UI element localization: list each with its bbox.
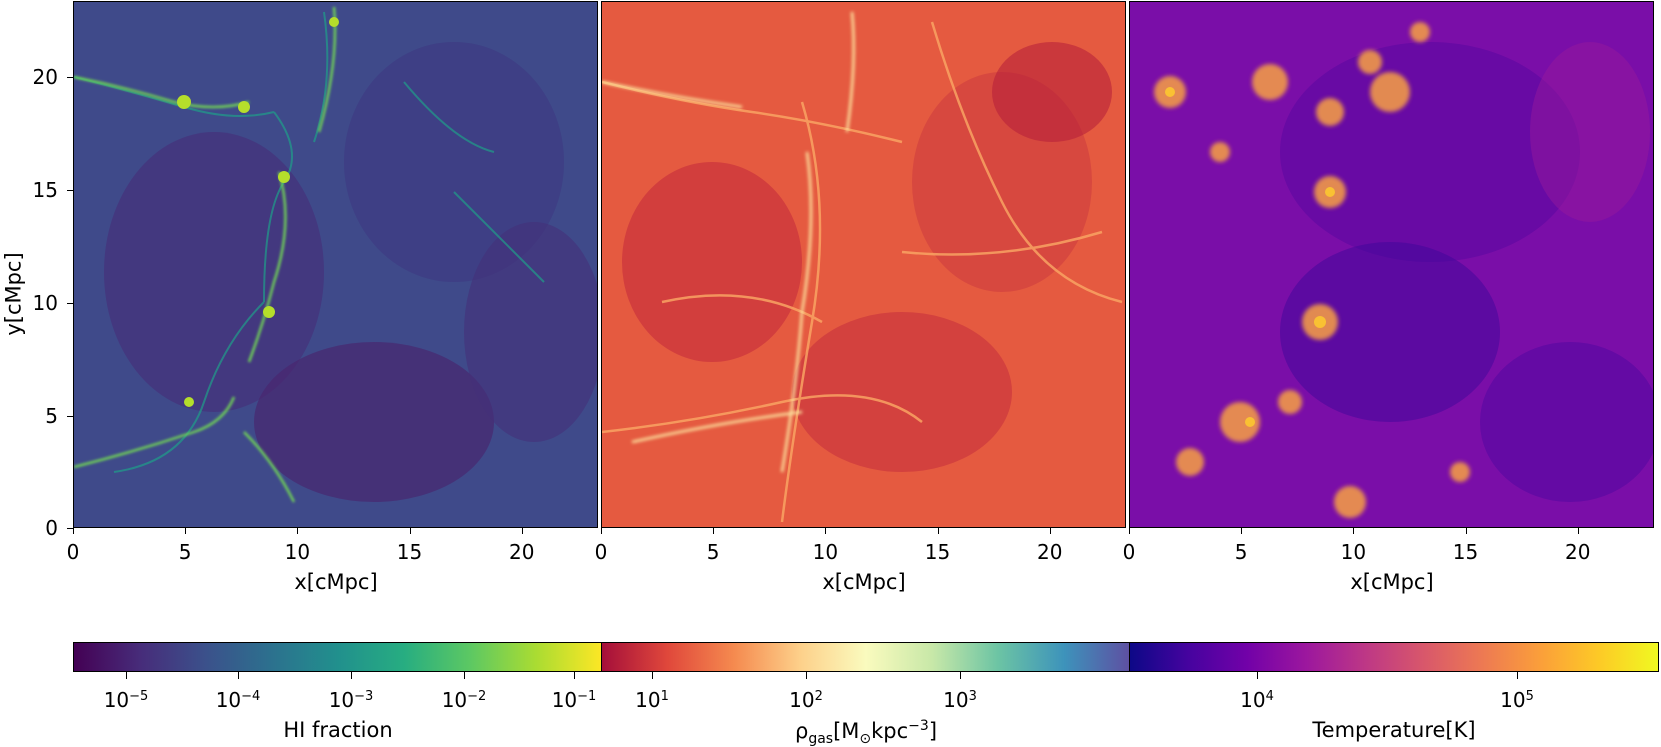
x-tick-label: 20 <box>1036 540 1063 564</box>
x-tick-label: 5 <box>178 540 192 564</box>
colorbar-tick-label: 10−4 <box>215 688 261 712</box>
x-tick-mark <box>1241 528 1243 534</box>
x-tick-mark <box>185 528 187 534</box>
x-tick-label: 0 <box>1122 540 1136 564</box>
colorbar-tick-mark <box>1257 672 1258 679</box>
colorbar-tick-label: 10−1 <box>551 688 597 712</box>
colorbar-tick-label: 105 <box>1500 688 1534 712</box>
x-axis-label: x[cMpc] <box>822 570 906 594</box>
x-tick-label: 15 <box>924 540 951 564</box>
x-tick-mark <box>1353 528 1355 534</box>
x-tick-label: 5 <box>706 540 720 564</box>
y-axis-label: y[cMpc] <box>1 252 26 336</box>
colorbar-tick-mark <box>126 672 127 679</box>
colorbar-tick-mark <box>960 672 961 679</box>
x-tick-mark <box>1577 528 1579 534</box>
colorbar-tick-mark <box>351 672 352 679</box>
y-tick-label: 15 <box>32 178 58 202</box>
x-tick-mark <box>1129 528 1130 534</box>
colorbar-tick-label: 101 <box>635 688 669 712</box>
x-tick-mark <box>601 528 602 534</box>
gas-density-label: ρgas[M⊙kpc−3] <box>794 718 938 747</box>
colorbar-tick-label: 10−3 <box>328 688 374 712</box>
temperature-colorbar <box>1129 642 1659 672</box>
x-tick-label: 15 <box>396 540 423 564</box>
y-tick-label: 0 <box>45 516 58 540</box>
y-tick-label: 5 <box>45 404 58 428</box>
y-tick-label: 10 <box>32 291 58 315</box>
y-tick-mark <box>67 416 73 417</box>
x-tick-mark <box>1049 528 1051 534</box>
x-tick-mark <box>297 528 299 534</box>
hi-fraction-label: HI fraction <box>283 718 393 742</box>
colorbar-tick-mark <box>464 672 465 679</box>
x-tick-mark <box>713 528 715 534</box>
y-tick-mark <box>67 303 73 304</box>
gas-density-colorbar <box>601 642 1131 672</box>
y-tick-mark <box>67 77 73 78</box>
x-tick-label: 10 <box>284 540 311 564</box>
colorbar-tick-label: 10−2 <box>441 688 487 712</box>
x-tick-label: 20 <box>1564 540 1591 564</box>
y-tick-label: 20 <box>32 65 58 89</box>
x-tick-label: 10 <box>812 540 839 564</box>
colorbar-tick-label: 103 <box>943 688 977 712</box>
colorbar-tick-label: 102 <box>789 688 823 712</box>
colorbar-tick-mark <box>652 672 653 679</box>
colorbar-tick-label: 10−5 <box>103 688 149 712</box>
x-tick-mark <box>521 528 523 534</box>
x-tick-label: 5 <box>1234 540 1248 564</box>
colorbar-tick-mark <box>574 672 575 679</box>
gas-density-map <box>601 1 1126 528</box>
x-tick-mark <box>825 528 827 534</box>
x-tick-label: 10 <box>1340 540 1367 564</box>
x-tick-mark <box>937 528 939 534</box>
colorbar-tick-mark <box>1517 672 1518 679</box>
colorbar-tick-mark <box>806 672 807 679</box>
y-tick-mark <box>67 528 73 529</box>
x-tick-mark <box>1465 528 1467 534</box>
x-tick-mark <box>73 528 74 534</box>
colorbar-tick-mark <box>238 672 239 679</box>
hi-fraction-colorbar <box>73 642 603 672</box>
y-tick-mark <box>67 190 73 191</box>
temperature-map <box>1129 1 1654 528</box>
x-tick-label: 15 <box>1452 540 1479 564</box>
x-tick-label: 0 <box>594 540 608 564</box>
hi-fraction-map <box>73 1 598 528</box>
colorbar-tick-label: 104 <box>1240 688 1274 712</box>
x-axis-label: x[cMpc] <box>294 570 378 594</box>
x-tick-mark <box>409 528 411 534</box>
temperature-label: Temperature[K] <box>1312 718 1476 742</box>
x-axis-label: x[cMpc] <box>1350 570 1434 594</box>
x-tick-label: 0 <box>66 540 80 564</box>
x-tick-label: 20 <box>508 540 535 564</box>
